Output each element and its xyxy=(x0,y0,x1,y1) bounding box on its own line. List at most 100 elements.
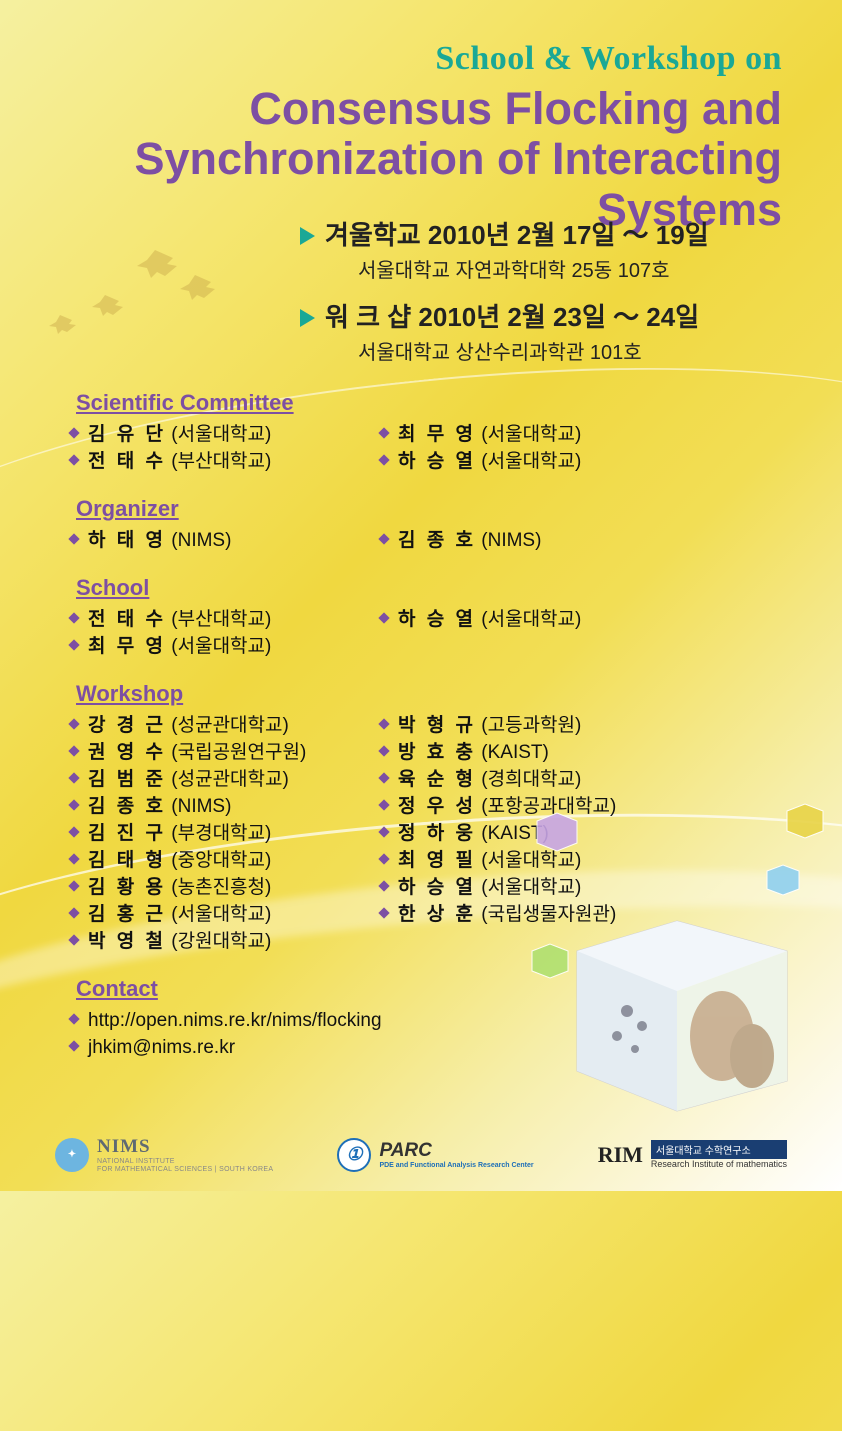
workshop-col-right: 박 형 규 (고등과학원)방 효 충 (KAIST)육 순 형 (경희대학교)정… xyxy=(380,713,690,956)
person-item: 하 승 열 (서울대학교) xyxy=(380,449,690,476)
diamond-bullet-icon xyxy=(68,853,79,864)
diamond-bullet-icon xyxy=(68,826,79,837)
person-item: 김 유 단 (서울대학교) xyxy=(70,422,380,449)
person-affiliation: (서울대학교) xyxy=(171,636,271,657)
section-heading: School xyxy=(76,575,802,601)
nims-mark-icon: ✦ xyxy=(55,1138,89,1172)
person-name: 하 태 영 xyxy=(88,530,166,551)
person-name: 김 홍 근 xyxy=(88,904,166,925)
logo-parc: ① PARC PDE and Functional Analysis Resea… xyxy=(337,1138,533,1172)
content-sections: Scientific Committee 김 유 단 (서울대학교)전 태 수 … xyxy=(70,390,802,1082)
person-item: 김 황 용 (농촌진흥청) xyxy=(70,875,380,902)
person-item: 박 영 철 (강원대학교) xyxy=(70,929,380,956)
person-name: 박 형 규 xyxy=(398,715,476,736)
person-name: 김 유 단 xyxy=(88,424,166,445)
person-affiliation: (서울대학교) xyxy=(171,904,271,925)
person-item: 하 승 열 (서울대학교) xyxy=(380,607,690,634)
diamond-bullet-icon xyxy=(378,612,389,623)
birds-illustration xyxy=(30,240,240,360)
header-supertitle: School & Workshop on xyxy=(0,40,782,78)
person-name: 하 승 열 xyxy=(398,877,476,898)
workshop-col-left: 강 경 근 (성균관대학교)권 영 수 (국립공원연구원)김 범 준 (성균관대… xyxy=(70,713,380,956)
date-block-school: 겨울학교 2010년 2월 17일 ～ 19일 서울대학교 자연과학대학 25동… xyxy=(300,215,787,283)
footer-logos: ✦ NIMS NATIONAL INSTITUTE FOR MATHEMATIC… xyxy=(55,1136,787,1173)
section-committee: Scientific Committee 김 유 단 (서울대학교)전 태 수 … xyxy=(70,390,802,476)
person-name: 전 태 수 xyxy=(88,451,166,472)
diamond-bullet-icon xyxy=(378,718,389,729)
person-affiliation: (서울대학교) xyxy=(481,850,581,871)
diamond-bullet-icon xyxy=(68,934,79,945)
school-venue: 서울대학교 자연과학대학 25동 107호 xyxy=(358,254,787,283)
person-name: 박 영 철 xyxy=(88,931,166,952)
person-affiliation: (농촌진흥청) xyxy=(171,877,271,898)
person-item: 김 종 호 (NIMS) xyxy=(380,528,690,555)
person-name: 정 우 성 xyxy=(398,796,476,817)
person-item: 한 상 훈 (국립생물자원관) xyxy=(380,902,690,929)
diamond-bullet-icon xyxy=(378,853,389,864)
diamond-bullet-icon xyxy=(68,907,79,918)
diamond-bullet-icon xyxy=(68,454,79,465)
person-name: 김 종 호 xyxy=(88,796,166,817)
person-name: 하 승 열 xyxy=(398,451,476,472)
person-name: 최 무 영 xyxy=(88,636,166,657)
person-affiliation: (KAIST) xyxy=(481,742,549,763)
diamond-bullet-icon xyxy=(378,799,389,810)
person-affiliation: (서울대학교) xyxy=(171,424,271,445)
person-name: 김 황 용 xyxy=(88,877,166,898)
person-name: 육 순 형 xyxy=(398,769,476,790)
person-name: 권 영 수 xyxy=(88,742,166,763)
person-affiliation: (NIMS) xyxy=(171,530,231,551)
person-item: 권 영 수 (국립공원연구원) xyxy=(70,740,380,767)
section-heading: Contact xyxy=(76,976,802,1002)
diamond-bullet-icon xyxy=(68,639,79,650)
diamond-bullet-icon xyxy=(68,799,79,810)
person-item: 김 범 준 (성균관대학교) xyxy=(70,767,380,794)
section-heading: Scientific Committee xyxy=(76,390,802,416)
person-affiliation: (서울대학교) xyxy=(481,609,581,630)
section-school: School 전 태 수 (부산대학교)최 무 영 (서울대학교) 하 승 열 … xyxy=(70,575,802,661)
rim-name: RIM xyxy=(598,1142,643,1167)
person-name: 방 효 충 xyxy=(398,742,476,763)
person-affiliation: (강원대학교) xyxy=(171,931,271,952)
person-name: 정 하 웅 xyxy=(398,823,476,844)
rim-sub2: Research Institute of mathematics xyxy=(651,1159,787,1169)
diamond-bullet-icon xyxy=(378,880,389,891)
person-affiliation: (서울대학교) xyxy=(481,451,581,472)
person-affiliation: (부경대학교) xyxy=(171,823,271,844)
triangle-bullet-icon xyxy=(300,309,315,327)
person-name: 최 영 필 xyxy=(398,850,476,871)
person-item: 김 종 호 (NIMS) xyxy=(70,794,380,821)
rim-sub1: 서울대학교 수학연구소 xyxy=(651,1140,787,1159)
person-item: 김 태 형 (중앙대학교) xyxy=(70,848,380,875)
person-name: 강 경 근 xyxy=(88,715,166,736)
diamond-bullet-icon xyxy=(378,826,389,837)
diamond-bullet-icon xyxy=(68,880,79,891)
person-item: 정 우 성 (포항공과대학교) xyxy=(380,794,690,821)
school-date: 겨울학교 2010년 2월 17일 ～ 19일 xyxy=(325,220,709,250)
person-name: 김 태 형 xyxy=(88,850,166,871)
committee-col-right: 최 무 영 (서울대학교)하 승 열 (서울대학교) xyxy=(380,422,690,476)
person-affiliation: (중앙대학교) xyxy=(171,850,271,871)
date-block-workshop: 워 크 샵 2010년 2월 23일 ～ 24일 서울대학교 상산수리과학관 1… xyxy=(300,297,787,365)
section-contact: Contact http://open.nims.re.kr/nims/floc… xyxy=(70,976,802,1062)
diamond-bullet-icon xyxy=(68,718,79,729)
person-name: 김 종 호 xyxy=(398,530,476,551)
person-name: 김 범 준 xyxy=(88,769,166,790)
nims-sub2: FOR MATHEMATICAL SCIENCES | SOUTH KOREA xyxy=(97,1166,273,1173)
diamond-bullet-icon xyxy=(68,427,79,438)
diamond-bullet-icon xyxy=(378,454,389,465)
person-name: 최 무 영 xyxy=(398,424,476,445)
diamond-bullet-icon xyxy=(68,1040,79,1051)
person-affiliation: (NIMS) xyxy=(481,530,541,551)
workshop-date: 워 크 샵 2010년 2월 23일 ～ 24일 xyxy=(325,302,699,332)
diamond-bullet-icon xyxy=(378,907,389,918)
person-item: 김 진 구 (부경대학교) xyxy=(70,821,380,848)
logo-rim: RIM 서울대학교 수학연구소 Research Institute of ma… xyxy=(598,1140,787,1169)
person-name: 한 상 훈 xyxy=(398,904,476,925)
workshop-venue: 서울대학교 상산수리과학관 101호 xyxy=(358,336,787,365)
person-affiliation: (서울대학교) xyxy=(481,877,581,898)
organizer-col-left: 하 태 영 (NIMS) xyxy=(70,528,380,555)
school-col-left: 전 태 수 (부산대학교)최 무 영 (서울대학교) xyxy=(70,607,380,661)
person-affiliation: (포항공과대학교) xyxy=(481,796,616,817)
person-item: 강 경 근 (성균관대학교) xyxy=(70,713,380,740)
